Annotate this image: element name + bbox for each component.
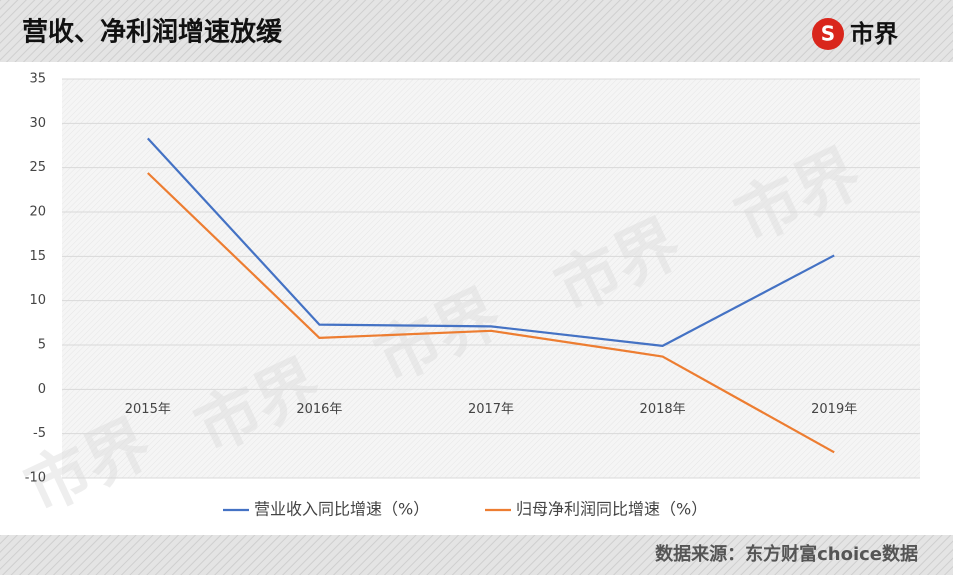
x-tick-label: 2018年 [640, 402, 686, 417]
y-tick-label: 0 [38, 382, 46, 397]
x-tick-label: 2019年 [811, 402, 857, 417]
legend-label: 归母净利润同比增速（%） [516, 500, 707, 519]
plot-area [62, 79, 920, 478]
y-tick-label: -10 [25, 471, 46, 486]
y-tick-label: 25 [29, 160, 46, 175]
series-line [147, 172, 835, 454]
y-tick-label: 30 [29, 116, 46, 131]
y-tick-label: 15 [29, 249, 46, 264]
y-tick-label: -5 [33, 426, 46, 441]
brand: 市界 [850, 20, 898, 48]
chart-title: 营收、净利润增速放缓 [22, 17, 283, 48]
footer-band [0, 535, 953, 575]
y-tick-label: 5 [38, 338, 46, 353]
logo-icon [812, 18, 844, 50]
y-tick-label: 10 [29, 293, 46, 308]
x-tick-label: 2015年 [125, 402, 171, 417]
y-tick-label: 20 [29, 205, 46, 220]
series-line [146, 137, 835, 347]
x-tick-label: 2017年 [468, 402, 514, 417]
logo-mark: S [821, 22, 835, 46]
header-band [0, 0, 953, 62]
source: 数据来源：东方财富choice数据 [655, 543, 918, 565]
y-tick-label: 35 [29, 72, 46, 87]
legend-label: 营业收入同比增速（%） [254, 500, 429, 519]
x-tick-label: 2016年 [296, 402, 342, 417]
